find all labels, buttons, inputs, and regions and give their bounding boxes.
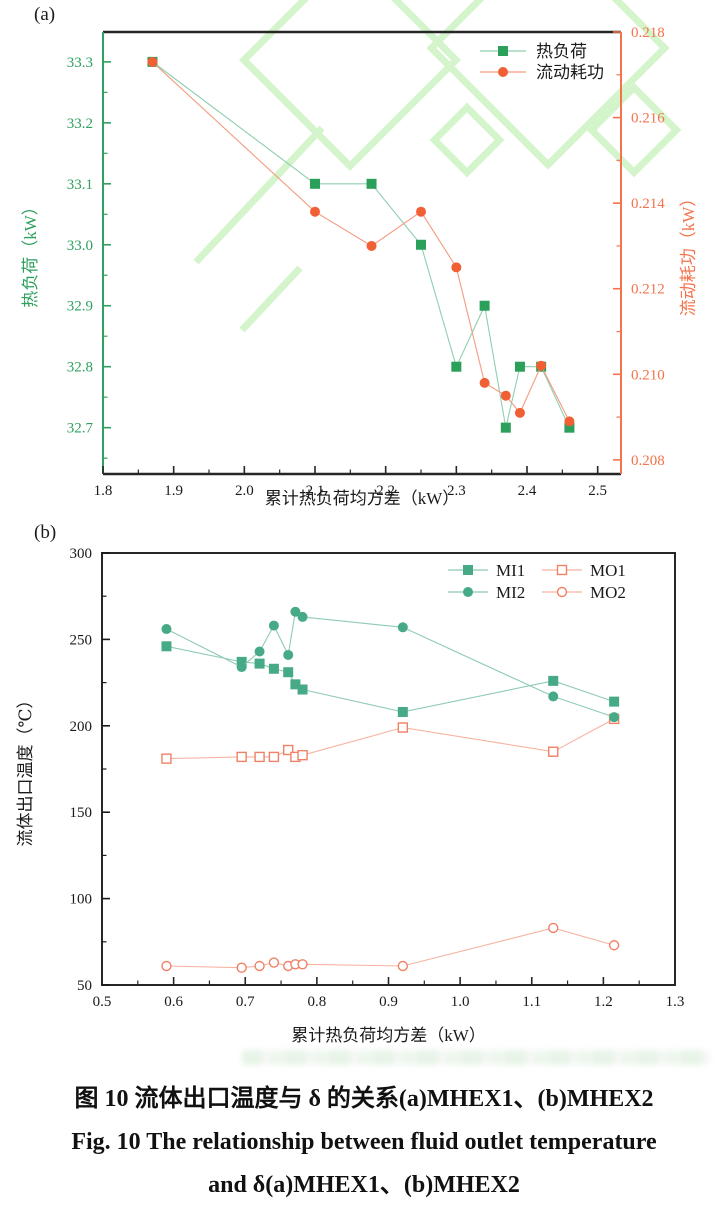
svg-text:MO1: MO1 xyxy=(590,561,626,580)
series-流动耗功 xyxy=(147,56,575,427)
svg-text:33.3: 33.3 xyxy=(67,55,93,71)
watermark-remnant xyxy=(242,1050,710,1065)
svg-text:1.0: 1.0 xyxy=(451,994,470,1010)
svg-text:0.5: 0.5 xyxy=(93,994,112,1010)
legend-item-流动耗功: 流动耗功 xyxy=(480,63,604,82)
svg-text:MI1: MI1 xyxy=(496,561,525,580)
svg-text:2.1: 2.1 xyxy=(306,483,325,499)
svg-text:1.8: 1.8 xyxy=(94,483,113,499)
legend-item-热负荷: 热负荷 xyxy=(480,42,587,61)
caption-english-line1: Fig. 10 The relationship between fluid o… xyxy=(71,1129,657,1155)
left-y-axis: 32.7 32.8 32.9 33.0 33.1 33.2 33.3 xyxy=(67,55,111,459)
svg-text:1.1: 1.1 xyxy=(522,994,541,1010)
series-MI2 xyxy=(161,606,620,723)
svg-text:150: 150 xyxy=(70,805,93,821)
x-axis-label: 累计热负荷均方差（kW） xyxy=(265,489,460,508)
chart-a-panel: 1.8 1.9 2.0 2.1 2.2 2.3 2.4 2.5 累计热负荷均方差（kW） 32.7… xyxy=(0,0,728,525)
svg-text:2.5: 2.5 xyxy=(588,483,607,499)
svg-text:0.218: 0.218 xyxy=(631,25,665,41)
x-axis-label: 累计热负荷均方差（kW） xyxy=(291,1026,486,1045)
plot-frame xyxy=(102,30,622,476)
svg-text:32.9: 32.9 xyxy=(67,299,93,315)
legend-item-MI1: MI1 xyxy=(448,561,525,580)
svg-text:2.3: 2.3 xyxy=(447,483,466,499)
legend-item-MO1: MO1 xyxy=(542,561,626,580)
svg-text:2.0: 2.0 xyxy=(235,483,254,499)
legend-item-MI2: MI2 xyxy=(448,583,525,602)
left-y-axis-label: 流体出口温度（℃） xyxy=(16,691,35,846)
caption-english-line2: and δ(a)MHEX1、(b)MHEX2 xyxy=(208,1172,520,1198)
svg-text:50: 50 xyxy=(77,978,92,994)
svg-text:0.6: 0.6 xyxy=(164,994,183,1010)
svg-text:100: 100 xyxy=(70,892,93,908)
x-axis: 1.8 1.9 2.0 2.1 2.2 2.3 2.4 2.5 xyxy=(94,466,607,499)
svg-text:MI2: MI2 xyxy=(496,583,525,602)
chart-b-svg: 0.5 0.6 0.7 0.8 0.9 1.0 1.1 1.2 1.3 累计热负荷均方差（kW） 5… xyxy=(16,522,685,1045)
svg-text:1.2: 1.2 xyxy=(594,994,613,1010)
svg-text:2.2: 2.2 xyxy=(376,483,395,499)
svg-text:0.8: 0.8 xyxy=(308,994,327,1010)
svg-text:1.9: 1.9 xyxy=(164,483,183,499)
plot-frame xyxy=(101,552,676,986)
svg-text:2.4: 2.4 xyxy=(518,483,537,499)
svg-text:250: 250 xyxy=(70,632,93,648)
caption-chinese: 图 10 流体出口温度与 δ 的关系(a)MHEX1、(b)MHEX2 xyxy=(74,1086,654,1112)
svg-text:33.1: 33.1 xyxy=(67,177,93,193)
right-y-axis-label: 流动耗功（kW） xyxy=(679,190,698,317)
svg-text:1.3: 1.3 xyxy=(666,994,685,1010)
svg-text:流动耗功: 流动耗功 xyxy=(536,63,604,82)
watermark-pattern xyxy=(193,0,682,333)
right-y-axis: 0.208 0.210 0.212 0.214 0.216 0.218 xyxy=(613,25,665,469)
series-MO2 xyxy=(161,922,620,973)
left-y-axis-label: 热负荷（kW） xyxy=(21,198,40,308)
series-MO1 xyxy=(161,713,620,764)
svg-text:32.8: 32.8 xyxy=(67,360,93,376)
panel-label-a: (a) xyxy=(34,4,55,25)
svg-text:热负荷: 热负荷 xyxy=(536,42,587,61)
svg-text:0.208: 0.208 xyxy=(631,453,665,469)
chart-a-svg: 1.8 1.9 2.0 2.1 2.2 2.3 2.4 2.5 累计热负荷均方差（kW） 32.7… xyxy=(21,0,698,508)
svg-text:200: 200 xyxy=(70,719,93,735)
panel-label-b: (b) xyxy=(34,522,56,543)
svg-text:0.210: 0.210 xyxy=(631,367,665,383)
figure-caption: 图 10 流体出口温度与 δ 的关系(a)MHEX1、(b)MHEX2 Fig.… xyxy=(0,1078,728,1207)
svg-text:0.9: 0.9 xyxy=(379,994,398,1010)
svg-text:0.212: 0.212 xyxy=(631,282,665,298)
svg-text:0.214: 0.214 xyxy=(631,196,665,212)
svg-text:MO2: MO2 xyxy=(590,583,626,602)
svg-text:300: 300 xyxy=(70,546,93,562)
legend: MI1 MO1 MI2 MO2 xyxy=(448,561,626,602)
svg-text:32.7: 32.7 xyxy=(67,421,94,437)
chart-b-panel: 0.5 0.6 0.7 0.8 0.9 1.0 1.1 1.2 1.3 累计热负荷均方差（kW） 5… xyxy=(0,520,728,1077)
x-axis: 0.5 0.6 0.7 0.8 0.9 1.0 1.1 1.2 1.3 xyxy=(93,977,685,1010)
svg-text:33.2: 33.2 xyxy=(67,116,93,132)
legend-item-MO2: MO2 xyxy=(542,583,626,602)
svg-text:0.7: 0.7 xyxy=(236,994,255,1010)
left-y-axis: 50 100 150 200 250 300 xyxy=(70,546,110,994)
svg-text:0.216: 0.216 xyxy=(631,111,665,127)
series-MI1 xyxy=(161,641,620,717)
svg-text:33.0: 33.0 xyxy=(67,238,93,254)
